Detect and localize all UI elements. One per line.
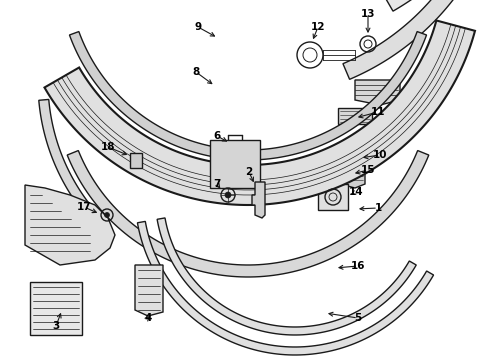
Polygon shape	[338, 108, 372, 124]
Text: 13: 13	[361, 9, 375, 19]
Text: 10: 10	[373, 150, 387, 160]
Polygon shape	[130, 153, 142, 168]
Text: 6: 6	[213, 131, 220, 141]
Polygon shape	[70, 32, 426, 160]
Text: 14: 14	[349, 187, 363, 197]
Text: 11: 11	[371, 107, 385, 117]
Polygon shape	[340, 150, 368, 170]
Text: 5: 5	[354, 313, 362, 323]
Text: 17: 17	[77, 202, 91, 212]
Polygon shape	[67, 150, 429, 277]
Polygon shape	[386, 0, 490, 11]
Text: 7: 7	[213, 179, 220, 189]
Polygon shape	[39, 99, 95, 217]
Polygon shape	[318, 184, 348, 210]
Text: 3: 3	[52, 321, 60, 331]
Text: 8: 8	[193, 67, 199, 77]
Polygon shape	[210, 140, 260, 188]
Polygon shape	[252, 182, 265, 218]
Polygon shape	[30, 282, 82, 335]
Polygon shape	[25, 185, 115, 265]
Polygon shape	[343, 0, 490, 79]
Text: 15: 15	[361, 165, 375, 175]
Text: 18: 18	[101, 142, 115, 152]
Polygon shape	[135, 265, 163, 316]
Polygon shape	[45, 21, 475, 205]
Polygon shape	[157, 218, 416, 335]
Text: 1: 1	[374, 203, 382, 213]
Circle shape	[104, 212, 109, 217]
Polygon shape	[137, 221, 434, 355]
Polygon shape	[355, 80, 400, 105]
Polygon shape	[340, 168, 365, 188]
Text: 9: 9	[195, 22, 201, 32]
Text: 2: 2	[245, 167, 253, 177]
Text: 16: 16	[351, 261, 365, 271]
Text: 12: 12	[311, 22, 325, 32]
Circle shape	[225, 192, 231, 198]
Text: 4: 4	[145, 313, 152, 323]
